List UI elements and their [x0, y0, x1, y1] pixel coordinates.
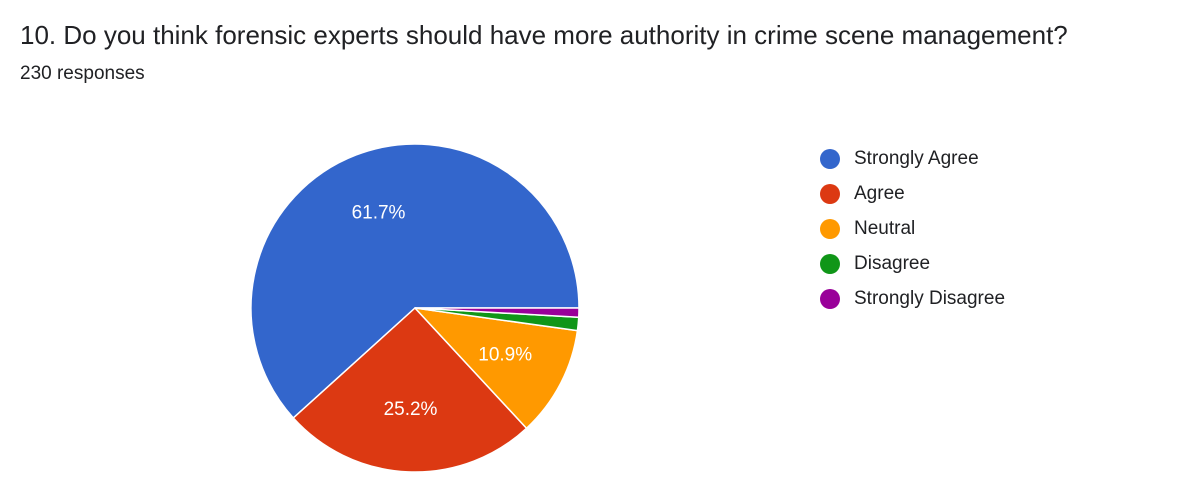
legend-item-agree[interactable]: Agree: [820, 176, 1005, 211]
slice-label-agree: 25.2%: [384, 399, 438, 420]
legend-item-strongly-agree[interactable]: Strongly Agree: [820, 141, 1005, 176]
legend-label: Strongly Agree: [854, 147, 979, 169]
legend-item-neutral[interactable]: Neutral: [820, 211, 1005, 246]
pie-slice-agree[interactable]: [292, 307, 528, 473]
pie-labels: 61.7% 25.2% 10.9%: [352, 203, 533, 421]
pie-slice-strongly-disagree[interactable]: [414, 307, 580, 319]
pie-slices: [250, 143, 580, 473]
question-title: 10. Do you think forensic experts should…: [20, 20, 1068, 50]
legend-label: Disagree: [854, 252, 931, 274]
legend-swatch: [820, 183, 840, 204]
legend-item-strongly-disagree[interactable]: Strongly Disagree: [820, 281, 1005, 316]
legend-swatch: [820, 148, 840, 169]
legend-item-disagree[interactable]: Disagree: [820, 246, 1005, 281]
legend-label: Strongly Disagree: [854, 287, 1006, 309]
legend-swatch: [820, 288, 840, 309]
legend-label: Neutral: [854, 217, 916, 239]
legend-swatch: [820, 218, 840, 239]
legend-label: Agree: [854, 182, 905, 204]
slice-label-neutral: 10.9%: [478, 345, 532, 366]
chart-legend: Strongly Agree Agree Neutral Disagree Strong…: [820, 141, 1005, 316]
slice-label-strongly-agree: 61.7%: [352, 203, 406, 224]
pie-slice-neutral[interactable]: [414, 307, 579, 429]
pie-slice-strongly-agree[interactable]: [250, 143, 580, 419]
legend-swatch: [820, 253, 840, 274]
response-count: 230 responses: [20, 63, 145, 84]
